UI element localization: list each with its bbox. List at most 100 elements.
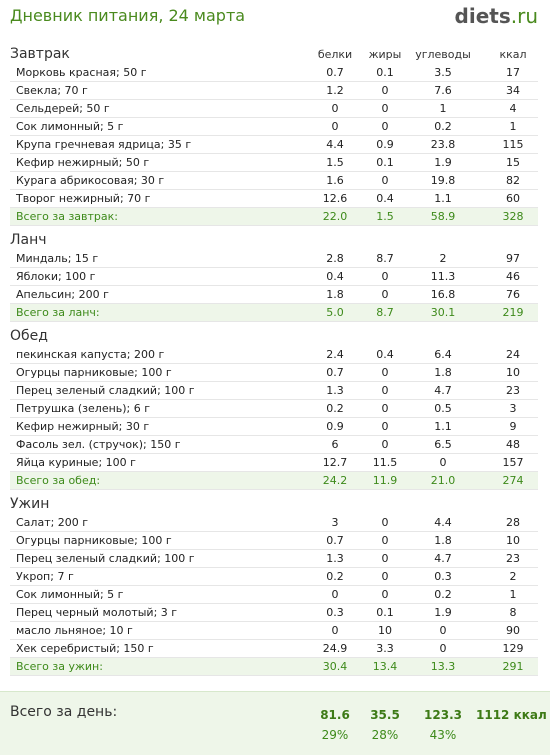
- food-value-b: 6: [331, 438, 339, 451]
- day-pct-carbs: 43%: [429, 728, 457, 742]
- food-value-z: 0: [381, 534, 389, 547]
- meal-total-b: 30.4: [322, 660, 348, 673]
- meal-total-label: Всего за обед:: [16, 474, 101, 487]
- food-value-u: 0.5: [434, 402, 452, 415]
- food-value-b: 1.3: [326, 384, 344, 397]
- page-title: Дневник питания, 24 марта: [10, 6, 246, 25]
- food-value-z: 0: [381, 570, 389, 583]
- food-name: Творог нежирный; 70 г: [16, 192, 151, 205]
- food-row: Фасоль зел. (стручок); 150 г 6 0 6.5 48: [10, 436, 538, 454]
- food-value-b: 0.2: [326, 402, 344, 415]
- food-value-u: 4.4: [434, 516, 452, 529]
- food-row: Сельдерей; 50 г 0 0 1 4: [10, 100, 538, 118]
- food-value-u: 0.3: [434, 570, 452, 583]
- food-value-b: 3: [331, 516, 339, 529]
- food-value-z: 10: [378, 624, 392, 637]
- food-value-u: 4.7: [434, 384, 452, 397]
- food-row: Яйца куриные; 100 г 12.7 11.5 0 157: [10, 454, 538, 472]
- food-value-b: 2.8: [326, 252, 344, 265]
- food-row: Апельсин; 200 г 1.8 0 16.8 76: [10, 286, 538, 304]
- food-row: Творог нежирный; 70 г 12.6 0.4 1.1 60: [10, 190, 538, 208]
- day-total-protein: 81.6: [320, 708, 350, 722]
- meal-total-label: Всего за ланч:: [16, 306, 100, 319]
- food-value-u: 19.8: [430, 174, 456, 187]
- meal-total-z: 1.5: [376, 210, 394, 223]
- food-name: Свекла; 70 г: [16, 84, 88, 97]
- food-value-k: 15: [506, 156, 520, 169]
- page-header: Дневник питания, 24 марта diets.ru: [0, 0, 550, 36]
- food-row: масло льняное; 10 г 0 10 0 90: [10, 622, 538, 640]
- meal-title: Ланч: [10, 232, 47, 248]
- food-row: Хек серебристый; 150 г 24.9 3.3 0 129: [10, 640, 538, 658]
- food-value-u: 1.8: [434, 534, 452, 547]
- food-value-b: 0.2: [326, 570, 344, 583]
- food-value-z: 0: [381, 420, 389, 433]
- food-name: Огурцы парниковые; 100 г: [16, 366, 172, 379]
- food-value-b: 1.5: [326, 156, 344, 169]
- food-value-b: 12.7: [322, 456, 348, 469]
- food-value-u: 7.6: [434, 84, 452, 97]
- food-row: Миндаль; 15 г 2.8 8.7 2 97: [10, 250, 538, 268]
- food-value-b: 0: [331, 588, 339, 601]
- food-value-z: 8.7: [376, 252, 394, 265]
- food-name: Сок лимонный; 5 г: [16, 120, 124, 133]
- meal-total-u: 13.3: [430, 660, 456, 673]
- food-value-k: 34: [506, 84, 520, 97]
- food-value-b: 0.3: [326, 606, 344, 619]
- meal-total-u: 21.0: [430, 474, 456, 487]
- food-value-u: 1.9: [434, 606, 452, 619]
- food-value-b: 12.6: [322, 192, 348, 205]
- meal-total-k: 291: [502, 660, 524, 673]
- food-name: Перец зеленый сладкий; 100 г: [16, 552, 195, 565]
- food-name: Курага абрикосовая; 30 г: [16, 174, 165, 187]
- food-value-k: 46: [506, 270, 520, 283]
- food-name: Кефир нежирный; 50 г: [16, 156, 150, 169]
- food-value-z: 0: [381, 84, 389, 97]
- food-name: Миндаль; 15 г: [16, 252, 99, 265]
- food-value-b: 1.8: [326, 288, 344, 301]
- food-value-u: 1: [439, 102, 447, 115]
- meal-total-label: Всего за ужин:: [16, 660, 103, 673]
- food-value-u: 0.2: [434, 120, 452, 133]
- food-value-k: 28: [506, 516, 520, 529]
- food-value-u: 0: [439, 642, 447, 655]
- food-value-b: 0.9: [326, 420, 344, 433]
- food-name: Фасоль зел. (стручок); 150 г: [16, 438, 181, 451]
- food-value-z: 0: [381, 270, 389, 283]
- food-name: Перец черный молотый; 3 г: [16, 606, 178, 619]
- food-value-b: 0.7: [326, 66, 344, 79]
- food-value-b: 2.4: [326, 348, 344, 361]
- food-name: Морковь красная; 50 г: [16, 66, 147, 79]
- food-value-z: 0: [381, 102, 389, 115]
- logo-tld: .ru: [510, 4, 538, 28]
- food-value-z: 0.4: [376, 192, 394, 205]
- food-value-k: 17: [506, 66, 520, 79]
- food-value-k: 2: [509, 570, 517, 583]
- food-row: Перец зеленый сладкий; 100 г 1.3 0 4.7 23: [10, 382, 538, 400]
- food-value-z: 0: [381, 366, 389, 379]
- food-value-k: 115: [502, 138, 524, 151]
- food-value-z: 0: [381, 402, 389, 415]
- food-value-k: 24: [506, 348, 520, 361]
- food-value-b: 4.4: [326, 138, 344, 151]
- meal-total-k: 274: [502, 474, 524, 487]
- food-value-u: 0: [439, 624, 447, 637]
- food-value-u: 0.2: [434, 588, 452, 601]
- food-value-z: 0.1: [376, 606, 394, 619]
- food-value-k: 60: [506, 192, 520, 205]
- food-value-k: 23: [506, 384, 520, 397]
- day-total-label: Всего за день:: [10, 704, 118, 720]
- meal-total-u: 30.1: [430, 306, 456, 319]
- food-row: Крупа гречневая ядрица; 35 г 4.4 0.9 23.8 11…: [10, 136, 538, 154]
- food-value-k: 23: [506, 552, 520, 565]
- col-header-fat: жиры: [368, 48, 402, 61]
- food-value-z: 0: [381, 516, 389, 529]
- meal-title: Обед: [10, 328, 48, 344]
- food-value-b: 0: [331, 624, 339, 637]
- col-header-protein: белки: [317, 48, 353, 61]
- food-value-k: 97: [506, 252, 520, 265]
- food-row: Морковь красная; 50 г 0.7 0.1 3.5 17: [10, 64, 538, 82]
- food-row: Огурцы парниковые; 100 г 0.7 0 1.8 10: [10, 364, 538, 382]
- site-logo[interactable]: diets.ru: [455, 4, 538, 28]
- day-total-carbs: 123.3: [424, 708, 462, 722]
